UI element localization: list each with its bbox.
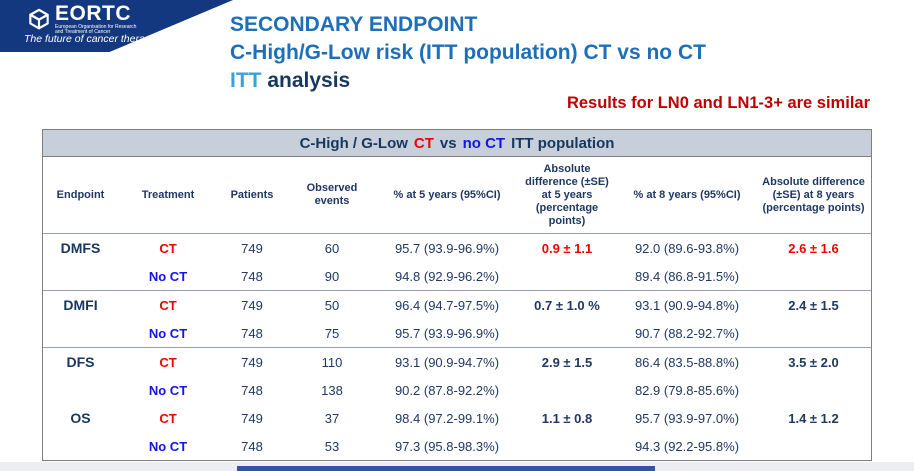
treatment-label: CT bbox=[159, 297, 177, 313]
table-row: No CT 748 90 94.8 (92.9-96.2%) 89.4 (86.… bbox=[43, 262, 871, 291]
events-value: 50 bbox=[324, 297, 340, 313]
table-row: OS CT 749 37 98.4 (97.2-99.1%) 1.1 ± 0.8… bbox=[43, 404, 871, 432]
table-title-vs: vs bbox=[439, 134, 457, 152]
pct8-value: 82.9 (79.8-85.6%) bbox=[634, 382, 740, 398]
treatment-label: CT bbox=[159, 410, 177, 426]
title-line3: ITT analysis bbox=[230, 67, 706, 95]
title-line3-highlight: ITT bbox=[230, 69, 262, 92]
treatment-label: CT bbox=[159, 240, 177, 256]
col-header-pct-5y: % at 5 years (95%CI) bbox=[393, 188, 501, 201]
endpoint-label: DMFI bbox=[63, 297, 98, 313]
table-title-ct: CT bbox=[413, 134, 434, 152]
diff5-value: 1.1 ± 0.8 bbox=[541, 410, 593, 426]
group-dfs-os: DFS CT 749 110 93.1 (90.9-94.7%) 2.9 ± 1… bbox=[43, 347, 871, 461]
pct5-value: 98.4 (97.2-99.1%) bbox=[394, 410, 500, 426]
patients-value: 748 bbox=[241, 325, 263, 341]
similar-results-note: Results for LN0 and LN1-3+ are similar bbox=[566, 94, 870, 112]
events-value: 110 bbox=[321, 354, 343, 370]
eortc-cube-icon bbox=[29, 8, 49, 30]
col-header-absdiff-5y: Absolute difference (±SE) at 5 years (pe… bbox=[525, 162, 609, 227]
pct5-value: 95.7 (93.9-96.9%) bbox=[394, 325, 500, 341]
title-line1: SECONDARY ENDPOINT bbox=[230, 13, 478, 36]
diff5-value: 0.7 ± 1.0 % bbox=[534, 297, 600, 313]
table-row: DMFS CT 749 60 95.7 (93.9-96.9%) 0.9 ± 1… bbox=[43, 234, 871, 263]
diff5-value: 0.9 ± 1.1 bbox=[541, 240, 593, 256]
diff8-value: 1.4 ± 1.2 bbox=[788, 410, 839, 426]
eortc-tagline: The future of cancer therapy bbox=[24, 33, 156, 45]
endpoint-label: OS bbox=[70, 410, 91, 426]
table-row: No CT 748 138 90.2 (87.8-92.2%) 82.9 (79… bbox=[43, 376, 871, 404]
table-row: DMFI CT 749 50 96.4 (94.7-97.5%) 0.7 ± 1… bbox=[43, 291, 871, 320]
group-dmfi: DMFI CT 749 50 96.4 (94.7-97.5%) 0.7 ± 1… bbox=[43, 290, 871, 348]
treatment-label: No CT bbox=[148, 268, 188, 284]
table-row: No CT 748 75 95.7 (93.9-96.9%) 90.7 (88.… bbox=[43, 319, 871, 348]
pct5-value: 95.7 (93.9-96.9%) bbox=[394, 240, 500, 256]
events-value: 37 bbox=[324, 410, 340, 426]
col-header-treatment: Treatment bbox=[141, 188, 195, 201]
bottom-accent-bar bbox=[237, 466, 655, 471]
patients-value: 748 bbox=[241, 382, 263, 398]
table-row: DFS CT 749 110 93.1 (90.9-94.7%) 2.9 ± 1… bbox=[43, 348, 871, 377]
pct8-value: 89.4 (86.8-91.5%) bbox=[634, 268, 740, 284]
group-dmfs: DMFS CT 749 60 95.7 (93.9-96.9%) 0.9 ± 1… bbox=[43, 233, 871, 291]
pct8-value: 94.3 (92.2-95.8%) bbox=[634, 438, 740, 454]
eortc-brand-subtext: European Organisation for Research and T… bbox=[55, 24, 137, 35]
table-row: No CT 748 53 97.3 (95.8-98.3%) 94.3 (92.… bbox=[43, 432, 871, 460]
pct5-value: 90.2 (87.8-92.2%) bbox=[394, 382, 500, 398]
eortc-banner: EORTC European Organisation for Research… bbox=[0, 0, 233, 52]
diff8-value: 2.4 ± 1.5 bbox=[788, 297, 839, 313]
patients-value: 749 bbox=[241, 354, 263, 370]
patients-value: 749 bbox=[241, 410, 263, 426]
treatment-label: No CT bbox=[148, 325, 188, 341]
eortc-logo: EORTC European Organisation for Research… bbox=[26, 3, 136, 35]
pct8-value: 93.1 (90.9-94.8%) bbox=[634, 297, 740, 313]
table-title-noct: no CT bbox=[462, 134, 506, 152]
col-header-patients: Patients bbox=[230, 188, 274, 201]
events-value: 75 bbox=[324, 325, 340, 341]
diff5-value: 2.9 ± 1.5 bbox=[541, 354, 593, 370]
pct5-value: 96.4 (94.7-97.5%) bbox=[394, 297, 500, 313]
table-title-prefix: C-High / G-Low bbox=[299, 134, 408, 152]
patients-value: 749 bbox=[241, 240, 263, 256]
table-title-bar: C-High / G-Low CT vs no CT ITT population bbox=[43, 130, 871, 157]
title-line2: C-High/G-Low risk (ITT population) CT vs… bbox=[230, 41, 706, 64]
pct5-value: 93.1 (90.9-94.7%) bbox=[394, 354, 500, 370]
patients-value: 748 bbox=[241, 438, 263, 454]
endpoint-label: DFS bbox=[66, 354, 95, 370]
patients-value: 749 bbox=[241, 297, 263, 313]
treatment-label: No CT bbox=[148, 382, 188, 398]
endpoint-label: DMFS bbox=[60, 240, 101, 256]
pct5-value: 94.8 (92.9-96.2%) bbox=[394, 268, 500, 284]
eortc-brand-text: EORTC bbox=[55, 2, 131, 25]
events-value: 90 bbox=[324, 268, 340, 284]
endpoint-table: Endpoint Treatment Patients Observed eve… bbox=[43, 157, 871, 460]
pct5-value: 97.3 (95.8-98.3%) bbox=[394, 438, 500, 454]
table-header-row: Endpoint Treatment Patients Observed eve… bbox=[43, 157, 871, 234]
events-value: 60 bbox=[324, 240, 340, 256]
treatment-label: No CT bbox=[148, 438, 188, 454]
patients-value: 748 bbox=[241, 268, 263, 284]
pct8-value: 92.0 (89.6-93.8%) bbox=[634, 240, 740, 256]
pct8-value: 95.7 (93.9-97.0%) bbox=[634, 410, 740, 426]
col-header-observed-events: Observed events bbox=[306, 182, 358, 207]
diff8-value: 3.5 ± 2.0 bbox=[788, 354, 839, 370]
treatment-label: CT bbox=[159, 354, 177, 370]
col-header-absdiff-8y: Absolute difference (±SE) at 8 years (pe… bbox=[762, 175, 865, 214]
table-title-suffix: ITT population bbox=[511, 134, 615, 152]
col-header-endpoint: Endpoint bbox=[56, 188, 105, 201]
events-value: 53 bbox=[324, 438, 340, 454]
pct8-value: 86.4 (83.5-88.8%) bbox=[634, 354, 740, 370]
col-header-pct-8y: % at 8 years (95%CI) bbox=[633, 188, 741, 201]
slide-titles: SECONDARY ENDPOINT C-High/G-Low risk (IT… bbox=[230, 11, 706, 95]
events-value: 138 bbox=[321, 382, 343, 398]
diff8-value: 2.6 ± 1.6 bbox=[788, 240, 839, 256]
results-table: C-High / G-Low CT vs no CT ITT population En… bbox=[42, 129, 872, 461]
pct8-value: 90.7 (88.2-92.7%) bbox=[634, 325, 740, 341]
title-line3-rest: analysis bbox=[267, 69, 351, 92]
